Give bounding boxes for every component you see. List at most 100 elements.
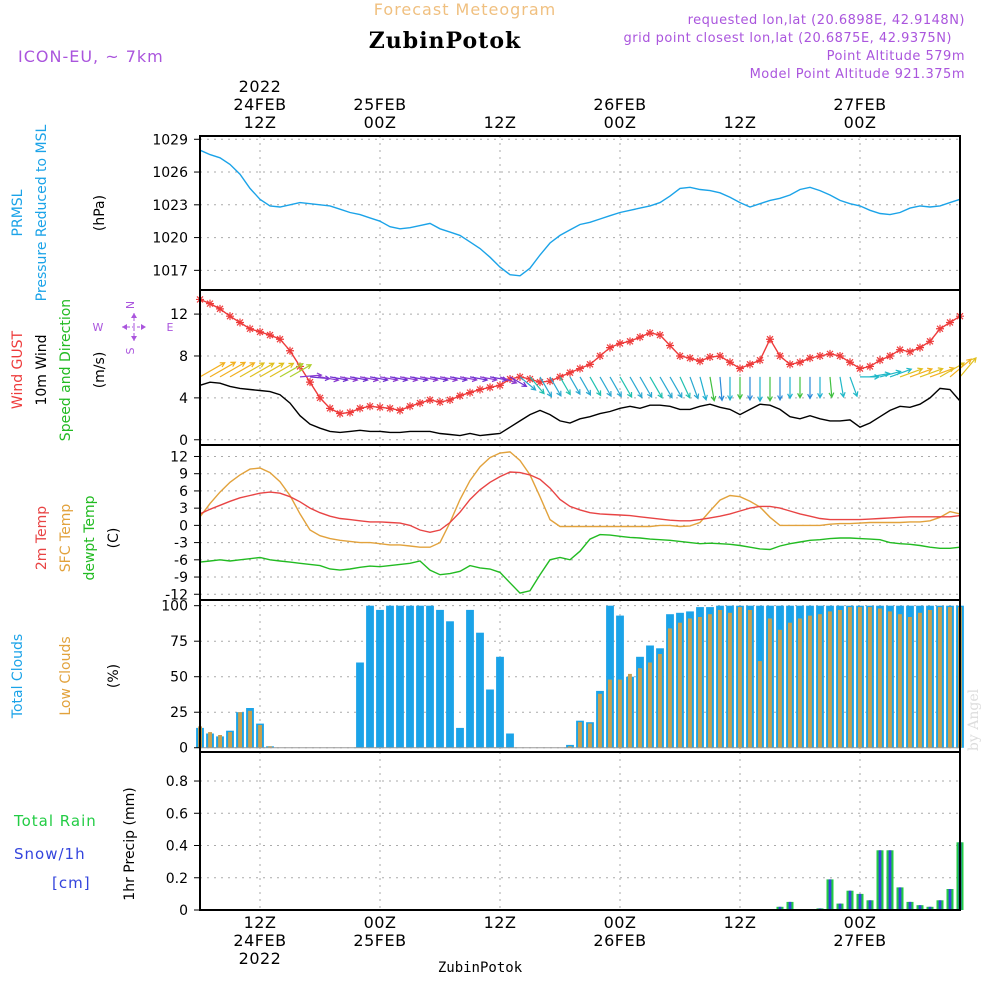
snow-bar xyxy=(788,901,792,910)
y-tick-label: 0 xyxy=(179,518,188,534)
bottom-time-label: 12Z xyxy=(724,913,757,932)
wind-direction-arrow xyxy=(689,376,700,400)
bottom-time-label: 2022 xyxy=(239,949,282,968)
low-cloud-bar xyxy=(268,746,272,748)
gust-point xyxy=(296,362,304,371)
panel-frames xyxy=(194,135,961,911)
top-time-label: 25FEB xyxy=(353,95,406,114)
gust-point xyxy=(946,318,954,327)
bottom-time-label: 00Z xyxy=(604,913,637,932)
wind-direction-arrow xyxy=(499,376,518,385)
top-time-label: 00Z xyxy=(604,113,637,132)
compass-n: N xyxy=(124,301,137,309)
low-cloud-bar xyxy=(788,622,792,748)
bottom-time-label: 12Z xyxy=(244,913,277,932)
wind-direction-arrow xyxy=(519,376,537,391)
gust-point xyxy=(466,388,474,397)
gust-point xyxy=(496,381,504,390)
gust-point xyxy=(256,327,264,336)
low-cloud-bar xyxy=(848,607,852,748)
dewpoint-label: dewpt Temp xyxy=(82,495,98,580)
wind-direction-arrow xyxy=(609,376,622,398)
pressure-label: Pressure Reduced to MSL xyxy=(34,124,50,301)
gust-point xyxy=(756,356,764,365)
top-time-label: 12Z xyxy=(484,113,517,132)
low-cloud-bar xyxy=(778,629,782,748)
wind-direction-arrow xyxy=(849,376,859,398)
wind-label: 10m Wind xyxy=(34,334,50,405)
gust-point xyxy=(266,331,274,340)
y-tick-label: 4 xyxy=(179,391,188,407)
low-cloud-bar xyxy=(248,710,252,748)
low-cloud-bar xyxy=(868,607,872,748)
wind-direction-arrow xyxy=(679,376,691,399)
gust-point xyxy=(456,391,464,400)
low-cloud-bar xyxy=(578,722,582,748)
low-cloud-bar xyxy=(808,615,812,748)
y-tick-label: 0.4 xyxy=(166,839,188,855)
precip-unit-label: 1hr Precip (mm) xyxy=(122,787,138,900)
total-cloud-bar xyxy=(416,605,424,748)
temp-label: 2m Temp xyxy=(34,506,50,570)
gust-point xyxy=(816,351,824,360)
total-cloud-bar xyxy=(506,733,514,748)
snow-bar xyxy=(888,850,892,910)
wind-direction-arrow xyxy=(199,362,226,378)
bottom-time-label: 27FEB xyxy=(833,931,886,950)
panel-frame xyxy=(199,135,961,291)
low-cloud-bar xyxy=(738,607,742,748)
snow-unit-label: [cm] xyxy=(52,874,91,892)
wind-direction-arrow xyxy=(579,376,592,396)
gust-point xyxy=(636,333,644,342)
low-cloud-bar xyxy=(798,618,802,748)
gust-point xyxy=(386,404,394,413)
gust-point xyxy=(546,377,554,386)
wind-direction-arrow xyxy=(959,356,977,378)
low-cloud-bar xyxy=(688,618,692,748)
plot-marks xyxy=(196,149,977,910)
gust-point xyxy=(796,358,804,367)
snow-bar xyxy=(898,887,902,910)
sfc-temp-label: SFC Temp xyxy=(58,504,74,573)
low-cloud-bar xyxy=(758,661,762,748)
wind-unit-label: (m/s) xyxy=(92,352,108,389)
gust-point xyxy=(606,343,614,352)
low-cloud-bar xyxy=(908,617,912,748)
total-cloud-bar xyxy=(606,605,614,748)
gust-point xyxy=(586,360,594,369)
y-tick-label: 12 xyxy=(170,449,188,465)
panel-frame xyxy=(199,751,961,911)
y-tick-label: 0 xyxy=(179,433,188,449)
wind-direction-arrow xyxy=(777,376,783,402)
low-cloud-bar xyxy=(918,612,922,748)
low-cloud-bar xyxy=(728,612,732,748)
temp-2m-line xyxy=(199,471,961,534)
wind-direction-arrow xyxy=(828,376,835,399)
gust-point xyxy=(866,362,874,371)
low-cloud-bar xyxy=(928,609,932,748)
low-cloud-bar xyxy=(258,725,262,748)
gust-point xyxy=(576,364,584,373)
low-cloud-bar xyxy=(638,668,642,748)
wind-direction-arrow xyxy=(279,363,304,378)
y-tick-label: 0.2 xyxy=(166,871,188,887)
wind-direction-arrow xyxy=(737,376,743,400)
gust-point xyxy=(826,349,834,358)
low-cloud-bar xyxy=(748,609,752,748)
gust-point xyxy=(396,406,404,415)
point-altitude: Point Altitude 579m xyxy=(827,49,965,64)
gust-point xyxy=(486,383,494,392)
wind-direction-arrow xyxy=(589,376,602,397)
top-time-label: 00Z xyxy=(844,113,877,132)
wind-direction-arrow xyxy=(529,376,545,395)
gust-point xyxy=(406,402,414,411)
snow-bar xyxy=(938,900,942,910)
low-clouds-label: Low Clouds xyxy=(58,636,74,715)
gust-point xyxy=(206,299,214,308)
low-cloud-bar xyxy=(628,673,632,748)
y-tick-label: 1020 xyxy=(152,231,188,247)
model-name: ICON-EU, ~ 7km xyxy=(18,47,164,66)
low-cloud-bar xyxy=(648,662,652,748)
